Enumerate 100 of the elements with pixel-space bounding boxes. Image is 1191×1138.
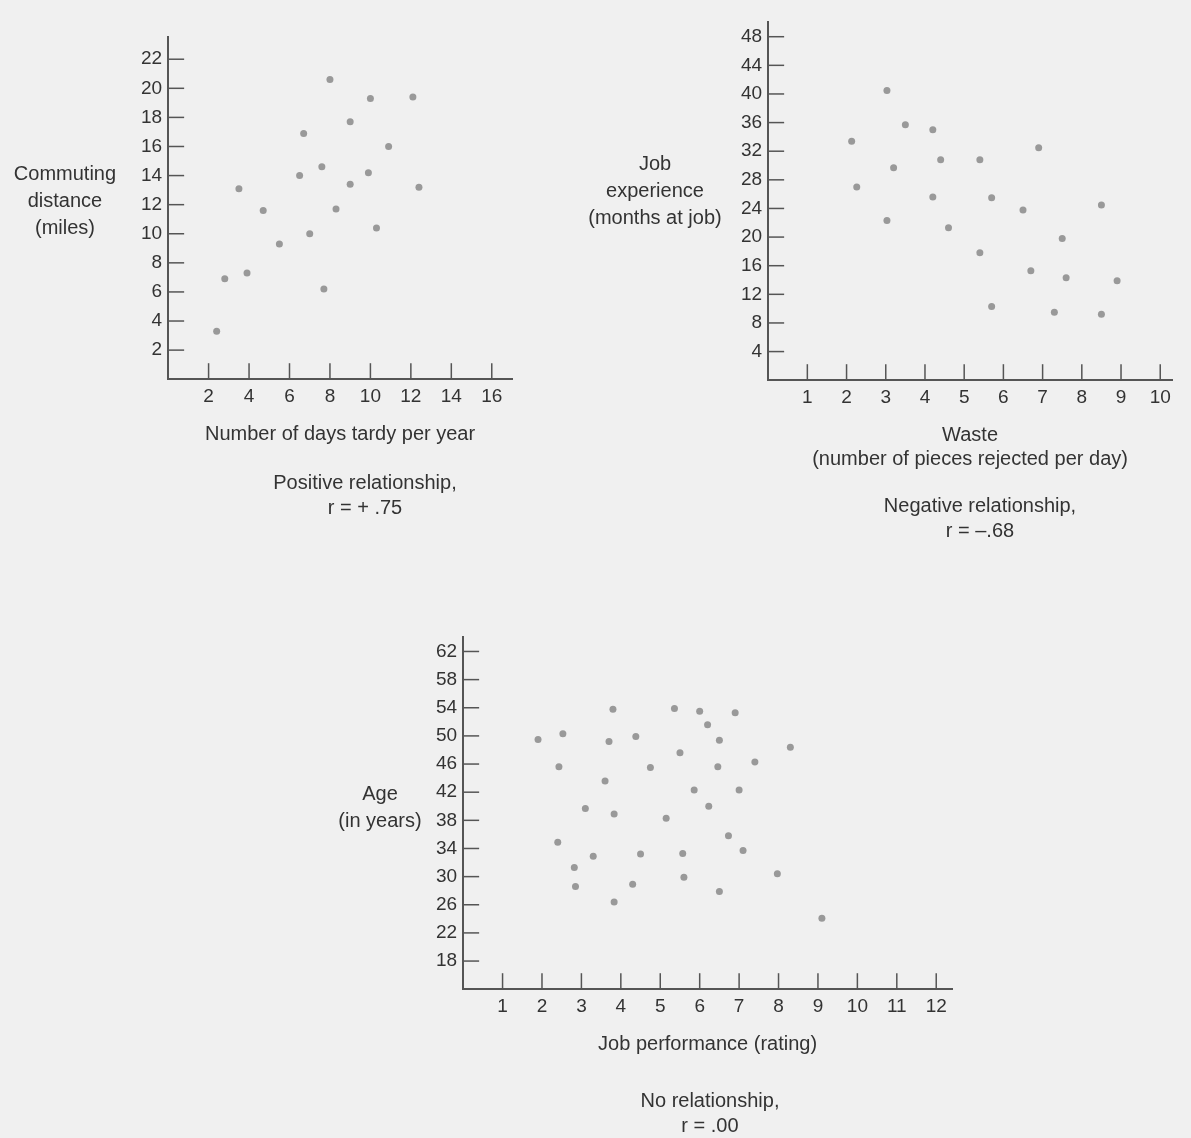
point [890, 164, 898, 172]
text: No relationship, r = .00 [639, 1088, 781, 1138]
x-tick-label: 8 [324, 384, 336, 406]
y-tick-label: 20 [740, 225, 763, 247]
point [296, 172, 304, 180]
point [318, 163, 326, 171]
point [714, 763, 722, 771]
y-tick-label: 4 [151, 309, 163, 331]
y-tick-label: 2 [151, 338, 163, 360]
x-axis-title: Number of days tardy per year [205, 421, 476, 444]
point [221, 275, 229, 283]
x-tick-label: 5 [654, 994, 666, 1016]
y-tick-label: 10 [140, 221, 163, 243]
y-tick-label: 6 [151, 280, 163, 302]
y-tick-label: 50 [435, 724, 458, 746]
point [570, 863, 578, 871]
point [385, 142, 393, 150]
y-tick-label: 58 [435, 667, 458, 689]
point [346, 118, 354, 126]
point [589, 852, 597, 860]
point [676, 749, 684, 757]
point [751, 758, 759, 766]
y-tick-label: 42 [435, 780, 458, 802]
y-tick-label: 22 [140, 47, 163, 69]
y-tick-label: 22 [435, 921, 458, 943]
point [715, 736, 723, 744]
point [848, 137, 856, 145]
point [735, 786, 743, 794]
point [704, 721, 712, 729]
y-tick-label: 44 [740, 53, 763, 75]
x-tick-label: 10 [359, 384, 381, 406]
point [929, 193, 937, 201]
point [555, 763, 563, 771]
x-tick-label: 4 [243, 384, 255, 406]
point [679, 849, 687, 857]
y-tick-label: 14 [140, 163, 163, 185]
point [670, 704, 678, 712]
point [739, 847, 747, 855]
point [300, 129, 308, 137]
x-tick-label: 12 [925, 994, 947, 1016]
x-tick-label: 7 [1037, 385, 1048, 407]
point [715, 887, 723, 895]
y-tick-label: 12 [140, 192, 163, 214]
point [662, 814, 670, 822]
x-tick-label: 10 [846, 994, 868, 1016]
point [1035, 144, 1043, 152]
point [235, 185, 243, 193]
x-axis-title: Job performance (rating) [598, 1031, 818, 1054]
point [306, 230, 314, 238]
x-tick-label: 5 [958, 385, 970, 407]
point [976, 156, 984, 164]
y-tick-label: 18 [140, 105, 163, 127]
y-tick-label: 16 [140, 134, 163, 156]
x-tick-label: 4 [919, 385, 931, 407]
y-tick-label: 38 [435, 808, 458, 830]
point [1097, 310, 1105, 318]
point [243, 269, 251, 277]
point [937, 156, 945, 164]
y-tick-label: 34 [435, 836, 458, 858]
x-tick-label: 1 [802, 385, 813, 407]
y-tick-label: 48 [740, 24, 763, 46]
point [610, 810, 618, 818]
point [818, 914, 826, 922]
point [690, 786, 698, 794]
x-tick-label: 1 [497, 994, 508, 1016]
x-tick-label: 6 [998, 385, 1009, 407]
point [632, 733, 640, 741]
y-axis-title: Commuting distance (miles) [12, 161, 118, 240]
y-axis-title: Job experience (months at job) [587, 151, 723, 230]
point [213, 327, 221, 335]
point [275, 240, 283, 248]
point [696, 707, 704, 715]
point [988, 302, 996, 310]
point [364, 169, 372, 177]
point [415, 183, 423, 191]
y-tick-label: 54 [435, 695, 458, 717]
point [610, 898, 618, 906]
point [326, 76, 334, 84]
x-tick-label: 3 [576, 994, 587, 1016]
y-tick-label: 24 [740, 196, 763, 218]
point [988, 194, 996, 202]
point [705, 802, 713, 810]
text: Positive relationship, r = + .75 [272, 470, 458, 520]
point [1113, 277, 1121, 285]
x-tick-label: 12 [400, 384, 422, 406]
y-tick-label: 16 [740, 253, 763, 275]
y-tick-label: 40 [740, 82, 763, 104]
point [929, 126, 937, 134]
point [1058, 235, 1066, 243]
point [372, 224, 380, 232]
point [366, 94, 374, 102]
x-tick-label: 2 [203, 384, 214, 406]
point [629, 880, 637, 888]
point [346, 180, 354, 188]
point [637, 850, 645, 858]
point [409, 93, 417, 101]
point [554, 838, 562, 846]
point [581, 804, 589, 812]
point [731, 709, 739, 717]
point [883, 86, 891, 94]
